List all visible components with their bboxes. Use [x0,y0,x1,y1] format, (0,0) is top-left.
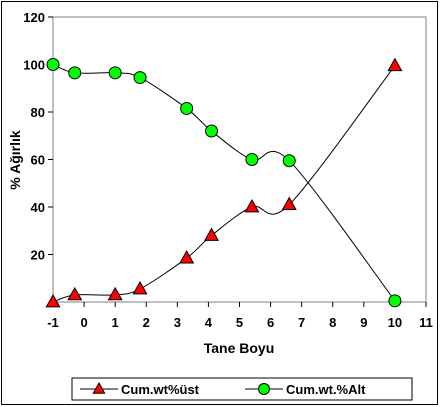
legend-label: Cum.wt%üst [121,382,200,397]
data-point-ust [179,250,195,264]
data-point-ust [107,286,123,301]
y-axis-title: % Ağırlık [7,130,23,190]
data-point-ust [132,280,148,295]
x-tick-label: 8 [329,315,336,330]
x-tick-label: 9 [360,315,367,330]
data-point-ust [244,198,260,213]
data-point-ust [387,57,403,72]
legend-triangle-marker [92,381,106,394]
y-tick-label: 100 [23,58,45,73]
data-point-alt [388,294,402,308]
y-tick-label: 20 [31,248,45,263]
x-tick-label: 3 [174,315,181,330]
y-tick-label: 80 [31,105,45,120]
data-point-alt [133,71,147,85]
data-point-alt [180,101,194,115]
x-tick-label: 11 [419,315,433,330]
x-tick-label: 6 [267,315,274,330]
data-point-ust [204,227,220,241]
y-tick-label: 40 [31,200,45,215]
x-tick-label: 2 [143,315,150,330]
x-tick-label: 5 [236,315,243,330]
data-point-alt [108,66,122,80]
x-tick-label: 10 [388,315,402,330]
data-point-ust [281,196,297,211]
data-point-alt [205,124,219,138]
data-point-alt [282,154,296,168]
legend-label: Cum.wt.%Alt [286,382,366,397]
legend-box [71,377,413,401]
legend-circle-marker [258,383,270,395]
x-tick-label: 1 [112,315,119,330]
data-point-alt [46,58,60,71]
data-point-ust [45,293,61,308]
x-tick-label: 0 [80,315,87,330]
legend: Cum.wt%üst Cum.wt.%Alt [80,381,366,397]
x-tick-label: 7 [298,315,305,330]
x-tick-label: -1 [47,315,59,330]
y-tick-label: 120 [23,10,45,25]
x-axis-title: Tane Boyu [204,340,275,356]
data-point-ust [67,286,83,301]
data-point-alt [68,66,82,80]
y-tick-label: 60 [31,153,45,168]
plot-area [52,16,427,303]
ticks-layer: -1 0 1 2 3 4 5 6 7 8 9 10 11 20 40 60 80 100 120 [23,10,433,330]
x-tick-label: 4 [205,315,213,330]
markers-layer [45,57,403,308]
data-point-alt [245,153,259,166]
